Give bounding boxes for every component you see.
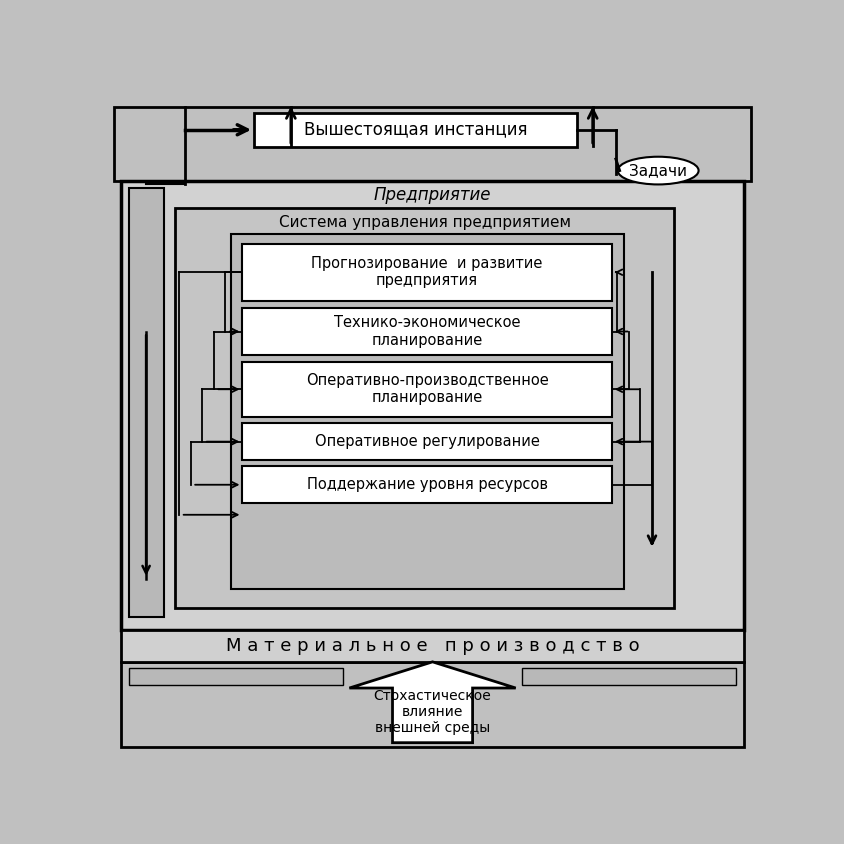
Bar	[129, 187, 164, 617]
Text: Задачи: Задачи	[629, 163, 687, 178]
Text: Поддержание уровня ресурсов: Поддержание уровня ресурсов	[306, 477, 548, 492]
Polygon shape	[349, 662, 516, 743]
Bar	[176, 208, 674, 608]
Text: Стохастическое
влияние
внешней среды: Стохастическое влияние внешней среды	[374, 689, 491, 735]
Bar	[129, 668, 344, 685]
Text: Система управления предприятием: Система управления предприятием	[279, 214, 571, 230]
Text: Оперативное регулирование: Оперативное регулирование	[315, 434, 539, 449]
Ellipse shape	[618, 157, 699, 185]
Bar	[242, 423, 612, 460]
Text: Предприятие: Предприятие	[374, 187, 491, 204]
Bar	[242, 244, 612, 301]
Text: Вышестоящая инстанция: Вышестоящая инстанция	[304, 121, 528, 138]
Text: Оперативно-производственное
планирование: Оперативно-производственное планирование	[306, 373, 549, 405]
Bar	[522, 668, 736, 685]
Text: Технико-экономическое
планирование: Технико-экономическое планирование	[334, 316, 521, 348]
Bar	[122, 630, 744, 662]
Text: М а т е р и а л ь н о е   п р о и з в о д с т в о: М а т е р и а л ь н о е п р о и з в о д …	[225, 636, 640, 655]
Bar	[114, 107, 751, 181]
Bar	[242, 361, 612, 417]
Bar	[242, 308, 612, 355]
Bar	[230, 234, 624, 589]
Bar	[122, 181, 744, 630]
Bar	[122, 662, 744, 747]
Bar	[254, 113, 577, 147]
Text: Прогнозирование  и развитие
предприятия: Прогнозирование и развитие предприятия	[311, 256, 543, 289]
Bar	[242, 466, 612, 503]
